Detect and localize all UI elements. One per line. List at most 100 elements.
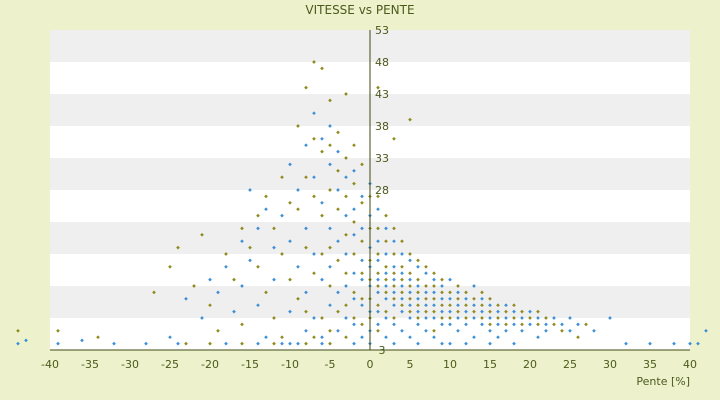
data-point	[232, 309, 236, 314]
data-point	[416, 296, 420, 301]
data-point	[176, 245, 180, 250]
data-point	[352, 296, 356, 301]
x-tick-label: 30	[603, 358, 617, 371]
data-point	[488, 316, 492, 320]
data-point	[608, 316, 612, 320]
data-point	[488, 296, 492, 301]
data-points	[16, 60, 708, 346]
data-point	[456, 328, 460, 333]
y-tick-label: 43	[375, 88, 389, 101]
data-point	[200, 232, 204, 237]
data-point	[208, 277, 212, 282]
data-point	[320, 316, 324, 320]
data-point	[312, 335, 316, 340]
data-point	[440, 284, 444, 288]
data-point	[352, 341, 356, 346]
data-point	[528, 316, 532, 320]
data-point	[384, 264, 388, 269]
data-point	[384, 252, 388, 256]
data-point	[432, 303, 436, 308]
data-point	[376, 322, 380, 327]
data-point	[392, 284, 396, 288]
data-point	[488, 322, 492, 327]
data-point	[360, 277, 364, 282]
data-point	[416, 258, 420, 263]
data-point	[488, 328, 492, 333]
data-point	[520, 328, 524, 333]
data-point	[464, 341, 468, 346]
data-point	[480, 296, 484, 301]
data-point	[360, 322, 364, 327]
data-point	[416, 322, 420, 327]
data-point	[480, 309, 484, 314]
data-point	[312, 136, 316, 141]
data-point	[352, 181, 356, 186]
data-point	[240, 322, 244, 327]
data-point	[344, 335, 348, 340]
data-point	[448, 296, 452, 301]
data-point	[376, 271, 380, 276]
data-point	[432, 284, 436, 288]
data-point	[400, 284, 404, 288]
data-point	[408, 335, 412, 340]
data-point	[304, 328, 308, 333]
data-point	[376, 303, 380, 308]
data-point	[544, 322, 548, 327]
data-point	[336, 188, 340, 192]
data-point	[176, 341, 180, 346]
data-point	[328, 245, 332, 250]
data-point	[424, 264, 428, 269]
data-point	[360, 226, 364, 231]
data-point	[416, 264, 420, 269]
data-point	[272, 226, 276, 231]
data-point	[112, 341, 116, 346]
data-point	[232, 277, 236, 282]
data-point	[408, 258, 412, 263]
data-point	[208, 341, 212, 346]
data-point	[392, 296, 396, 301]
data-point	[520, 309, 524, 314]
data-point	[592, 328, 596, 333]
data-point	[272, 245, 276, 250]
data-point	[360, 239, 364, 244]
data-point	[432, 271, 436, 276]
data-point	[16, 328, 20, 333]
data-point	[392, 277, 396, 282]
data-point	[224, 264, 228, 269]
x-tick-label: 35	[643, 358, 657, 371]
data-point	[360, 258, 364, 263]
data-point	[288, 239, 292, 244]
data-point	[344, 232, 348, 237]
x-tick-label: -40	[41, 358, 59, 371]
data-point	[456, 290, 460, 295]
data-point	[288, 200, 292, 205]
data-point	[352, 322, 356, 327]
data-point	[360, 194, 364, 199]
data-point	[496, 335, 500, 340]
data-point	[328, 303, 332, 308]
data-point	[344, 175, 348, 180]
data-point	[392, 322, 396, 327]
data-point	[472, 309, 476, 314]
x-tick-label: 15	[483, 358, 497, 371]
data-point	[688, 341, 692, 346]
data-point	[224, 252, 228, 256]
data-point	[384, 290, 388, 295]
data-point	[320, 200, 324, 205]
x-tick-label: 25	[563, 358, 577, 371]
data-point	[376, 194, 380, 199]
data-point	[672, 341, 676, 346]
data-point	[288, 277, 292, 282]
data-point	[488, 309, 492, 314]
data-point	[304, 245, 308, 250]
data-point	[384, 316, 388, 320]
y-tick-label: 28	[375, 184, 389, 197]
data-point	[320, 252, 324, 256]
data-point	[432, 316, 436, 320]
data-point	[328, 284, 332, 288]
data-point	[144, 341, 148, 346]
y-tick-label: 38	[375, 120, 389, 133]
x-tick-label: -15	[241, 358, 259, 371]
data-point	[696, 341, 700, 346]
data-point	[256, 264, 260, 269]
